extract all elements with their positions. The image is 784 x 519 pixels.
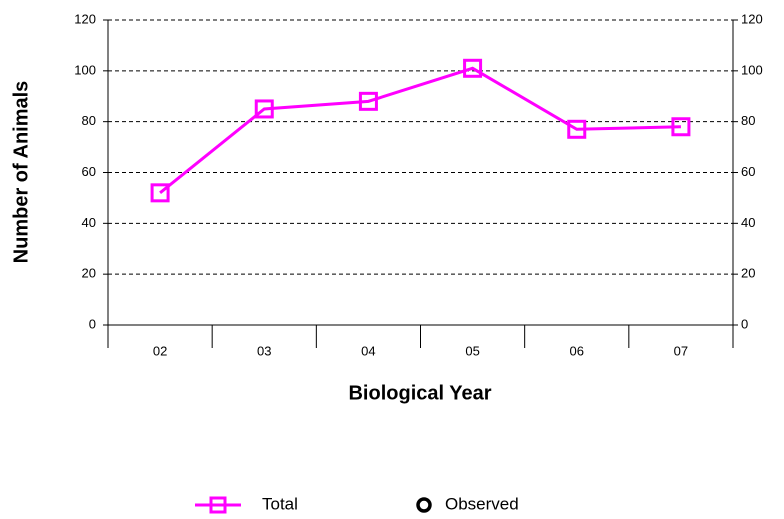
legend-label: Total	[262, 494, 298, 513]
legend-marker	[209, 496, 227, 514]
y2-tick-label: 0	[741, 316, 748, 331]
point	[463, 58, 483, 78]
y-tick-label: 20	[82, 266, 96, 281]
y-axis-title: Number of Animals	[10, 81, 32, 264]
x-tick-label: 02	[153, 343, 167, 358]
y2-tick-label: 120	[741, 11, 763, 26]
point	[671, 117, 691, 137]
y2-tick-label: 20	[741, 266, 755, 281]
y-tick-label: 120	[74, 11, 96, 26]
y-tick-label: 0	[89, 316, 96, 331]
point	[567, 119, 587, 139]
x-tick-label: 06	[570, 343, 584, 358]
y2-tick-label: 80	[741, 113, 755, 128]
legend-label: Observed	[445, 494, 519, 513]
y2-tick-label: 100	[741, 62, 763, 77]
x-tick-label: 07	[674, 343, 688, 358]
x-tick-label: 04	[361, 343, 375, 358]
x-tick-label: 05	[465, 343, 479, 358]
y2-tick-label: 60	[741, 164, 755, 179]
point	[150, 183, 170, 203]
y-tick-label: 40	[82, 215, 96, 230]
point	[358, 91, 378, 111]
y-tick-label: 60	[82, 164, 96, 179]
x-axis-title: Biological Year	[348, 382, 491, 404]
y-tick-label: 100	[74, 62, 96, 77]
series-line	[159, 66, 681, 195]
legend-marker	[416, 497, 432, 513]
y-tick-label: 80	[82, 113, 96, 128]
point	[254, 99, 274, 119]
x-tick-label: 03	[257, 343, 271, 358]
y2-tick-label: 40	[741, 215, 755, 230]
